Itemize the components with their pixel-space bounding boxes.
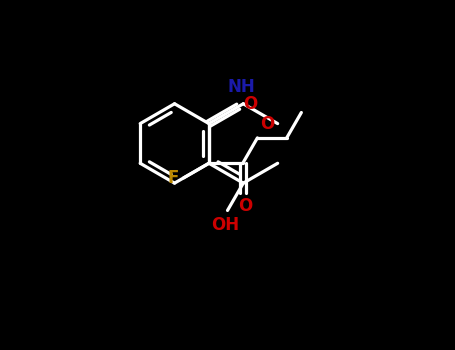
Text: OH: OH — [211, 216, 239, 234]
Text: O: O — [260, 116, 274, 133]
Text: NH: NH — [227, 78, 255, 96]
Text: O: O — [238, 197, 252, 215]
Text: F: F — [167, 169, 179, 187]
Text: O: O — [243, 96, 257, 113]
